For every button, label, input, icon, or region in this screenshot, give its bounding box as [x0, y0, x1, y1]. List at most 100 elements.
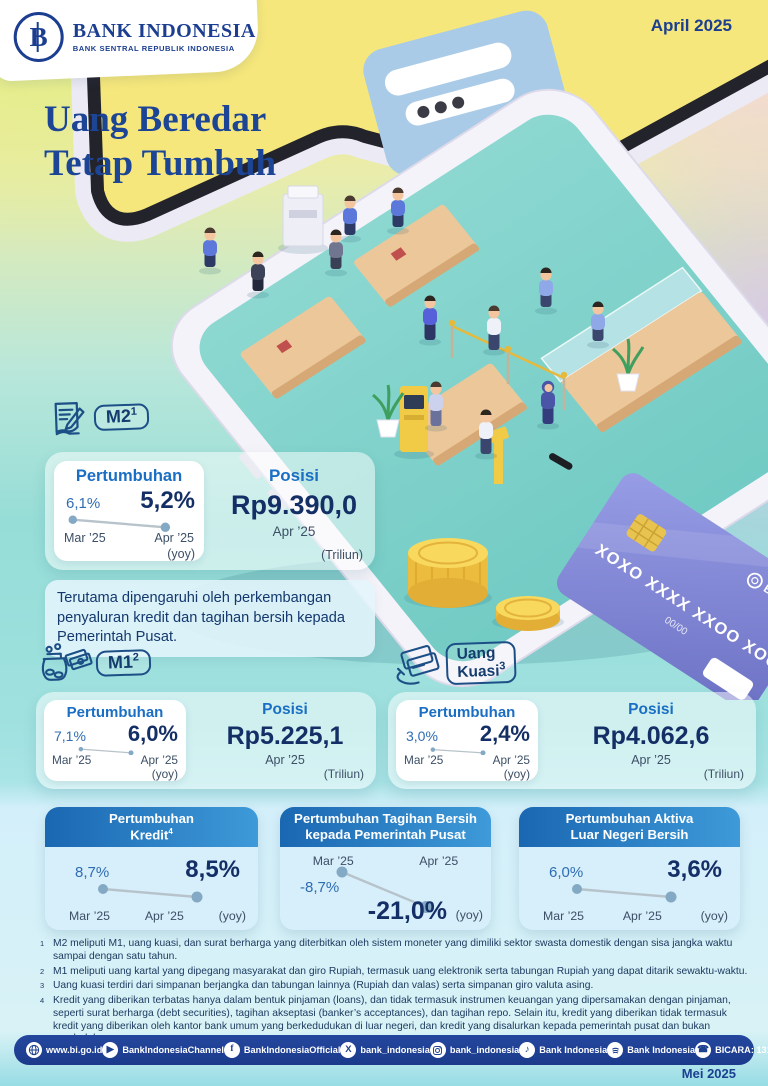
footer-item-tiktok[interactable]: ♪ Bank Indonesia [519, 1042, 607, 1058]
yoy-label: (yoy) [151, 767, 178, 781]
uang-kuasi-growth-curr: 2,4% [479, 721, 530, 746]
prev-period: Mar ’25 [404, 753, 444, 767]
x-icon: X [340, 1042, 357, 1058]
m1-position-date: Apr ’25 [265, 753, 305, 767]
uang-kuasi-growth-prev: 3,0% [406, 728, 438, 744]
prev-period: Mar ’25 [52, 753, 92, 767]
atm-illustration [394, 386, 434, 459]
copier-illustration [278, 185, 328, 254]
nfa-curr: 3,6% [667, 856, 722, 883]
m1-growth-curr: 6,0% [127, 721, 178, 746]
m2-position-box: Posisi Rp9.390,0 Apr ’25 (Triliun) [213, 452, 375, 570]
curr-period: Apr ’25 [419, 854, 459, 868]
uang-kuasi-card: Pertumbuhan 3,0% 2,4% Mar ’25 Apr ’25 (y… [388, 692, 756, 789]
m2-position-date: Apr ’25 [272, 524, 316, 539]
bank-indonesia-logo-plate: B BANK INDONESIA BANK SENTRAL REPUBLIK I… [0, 0, 260, 82]
prev-period: Mar ’25 [543, 909, 585, 923]
yoy-label: (yoy) [218, 909, 246, 923]
savings-money-icon [41, 643, 93, 681]
footnotes: 1 M2 meliputi M1, uang kuasi, dan surat b… [40, 938, 754, 1048]
curr-period: Apr ’25 [144, 909, 184, 923]
growth-title: Pertumbuhan [75, 467, 183, 485]
growth-title: Pertumbuhan [418, 704, 516, 721]
m1-label: M12 [95, 649, 152, 677]
uang-kuasi-growth-box: Pertumbuhan 3,0% 2,4% Mar ’25 Apr ’25 (y… [396, 700, 538, 781]
m2-growth-prev: 6,1% [66, 495, 101, 512]
page-title: Uang Beredar Tetap Tumbuh [44, 99, 277, 185]
net-claims-curr: -21,0% [367, 897, 447, 925]
m2-trend-line [68, 515, 171, 532]
curr-period: Apr ’25 [622, 909, 662, 923]
m1-growth-box: Pertumbuhan 7,1% 6,0% Mar ’25 Apr ’25 (y… [44, 700, 186, 781]
m2-growth-curr: 5,2% [140, 487, 195, 514]
uang-kuasi-position-value: Rp4.062,6 [592, 722, 710, 750]
footer-item-website[interactable]: www.bi.go.id [26, 1042, 102, 1058]
yoy-label: (yoy) [700, 909, 728, 923]
hand-cards-icon [396, 645, 440, 685]
footer-social-bar: www.bi.go.id ▶ BankIndonesiaChannel f Ba… [14, 1035, 768, 1065]
position-title: Posisi [262, 701, 308, 718]
coins-illustration [404, 538, 564, 631]
footer-item-x[interactable]: X bank_indonesia [340, 1042, 430, 1058]
prev-period: Mar ’25 [64, 531, 106, 545]
uang-kuasi-trend-line [430, 747, 486, 755]
spotify-icon [607, 1042, 624, 1058]
net-foreign-assets-title: Pertumbuhan Aktiva Luar Negeri Bersih [519, 807, 740, 847]
net-claims-box: Pertumbuhan Tagihan Bersih kepada Pemeri… [280, 807, 491, 930]
curr-period: Apr ’25 [140, 753, 178, 767]
m1-position-box: Posisi Rp5.225,1 Apr ’25 (Triliun) [194, 692, 376, 789]
net-claims-trend-line [336, 866, 432, 913]
credit-growth-box: Pertumbuhan Kredit4 8,7% 8,5% Mar ’25 Ap… [45, 807, 258, 930]
footer-item-bicara[interactable]: ☎ BICARA: 131 [695, 1042, 768, 1058]
org-name: BANK INDONESIA [72, 20, 256, 43]
m1-card: Pertumbuhan 7,1% 6,0% Mar ’25 Apr ’25 (y… [36, 692, 376, 789]
credit-curr: 8,5% [185, 856, 240, 883]
footnote-1: 1 M2 meliputi M1, uang kuasi, dan surat b… [40, 938, 733, 962]
footnote-2: 2 M1 meliputi uang kartal yang dipegang m… [40, 965, 748, 977]
published-date: Mei 2025 [681, 1066, 736, 1081]
tiktok-icon: ♪ [519, 1042, 536, 1058]
footer-item-spotify[interactable]: Bank Indonesia [607, 1042, 695, 1058]
credit-card-illustration: Bank XOXO XXXX XXOO XOOO 00/00 [556, 473, 768, 700]
m2-position-value: Rp9.390,0 [230, 490, 358, 520]
stats-row: Pertumbuhan Kredit4 8,7% 8,5% Mar ’25 Ap… [45, 807, 740, 930]
counter-illustration [540, 266, 742, 433]
nfa-trend-line [572, 884, 677, 903]
net-claims-title: Pertumbuhan Tagihan Bersih kepada Pemeri… [280, 807, 491, 847]
unit-label: (Triliun) [323, 767, 364, 781]
bicara-icon: ☎ [695, 1042, 712, 1058]
footer-item-instagram[interactable]: bank_indonesia [429, 1042, 519, 1058]
instagram-icon [429, 1042, 446, 1058]
footer-item-facebook[interactable]: f BankIndonesiaOfficial [223, 1042, 340, 1058]
prev-period: Mar ’25 [69, 909, 111, 923]
bank-indonesia-logo-icon: B [13, 12, 64, 63]
edition-date: April 2025 [650, 16, 732, 35]
uang-kuasi-position-box: Posisi Rp4.062,6 Apr ’25 (Triliun) [546, 692, 756, 789]
m1-badge: M12 [35, 640, 152, 688]
net-claims-prev: -8,7% [300, 879, 340, 896]
nfa-prev: 6,0% [549, 864, 584, 881]
plant-illustration [372, 384, 405, 438]
position-title: Posisi [628, 701, 674, 718]
m2-badge: M21 [45, 394, 150, 442]
queue-barrier-illustration [448, 319, 568, 410]
org-subtitle: BANK SENTRAL REPUBLIK INDONESIA [72, 44, 235, 54]
m1-trend-line [78, 747, 134, 755]
credit-growth-title: Pertumbuhan Kredit4 [45, 807, 258, 847]
uang-kuasi-badge: Uang Kuasi3 [391, 640, 518, 688]
people-illustration [199, 187, 609, 460]
curr-period: Apr ’25 [492, 753, 530, 767]
yoy-label: (yoy) [455, 908, 483, 922]
desk-illustration [240, 204, 527, 466]
credit-prev: 8,7% [75, 864, 110, 881]
document-pen-icon [54, 402, 85, 436]
m2-note: Terutama dipengaruhi oleh perkembangan p… [45, 580, 375, 658]
net-foreign-assets-box: Pertumbuhan Aktiva Luar Negeri Bersih 6,… [519, 807, 740, 930]
uang-kuasi-position-date: Apr ’25 [631, 753, 671, 767]
credit-trend-line [98, 884, 203, 903]
yoy-label: (yoy) [503, 767, 530, 781]
footer-item-youtube[interactable]: ▶ BankIndonesiaChannel [102, 1042, 224, 1058]
footnote-3: 3 Uang kuasi terdiri dari simpanan berjan… [40, 980, 594, 992]
m2-card: Pertumbuhan 6,1% 5,2% Mar ’25 Apr ’25 (y… [45, 452, 375, 570]
